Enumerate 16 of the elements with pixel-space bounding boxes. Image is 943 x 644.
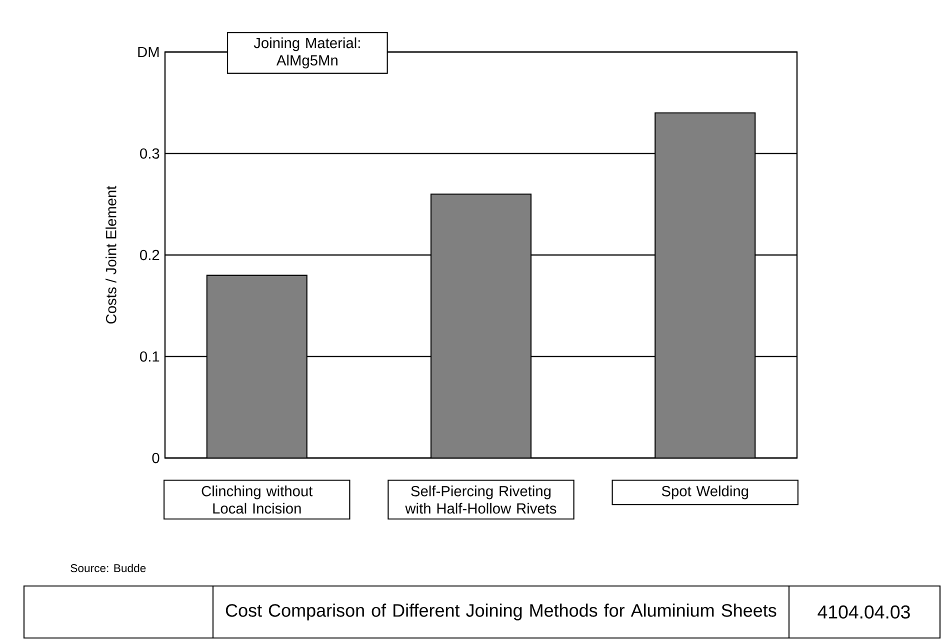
bar (206, 274, 308, 458)
x-tick-label: Spot Welding (662, 486, 748, 500)
y-tick-label: DM (138, 46, 159, 58)
text: 4104.04.03 (818, 605, 910, 619)
source-note: Source: Budde (70, 564, 146, 572)
y-tick-label: 0.2 (140, 250, 160, 260)
bar (430, 194, 532, 458)
y-tick-label: 0 (152, 452, 160, 464)
annotation: Joining Material: AlMg5Mn (254, 37, 360, 68)
y-tick-label: 0.1 (140, 351, 160, 362)
x-tick-label: Self-Piercing Riveting with Half-Hollow Rivets (405, 486, 556, 514)
bar (654, 112, 756, 458)
y-tick-label: 0.3 (140, 148, 160, 159)
y-axis-title: Costs / Joint Element (106, 186, 116, 324)
x-tick-label: Clinching without Local Incision (202, 486, 313, 514)
text: Cost Comparison of Different Joining Methods for Aluminium Sheets (226, 604, 776, 620)
